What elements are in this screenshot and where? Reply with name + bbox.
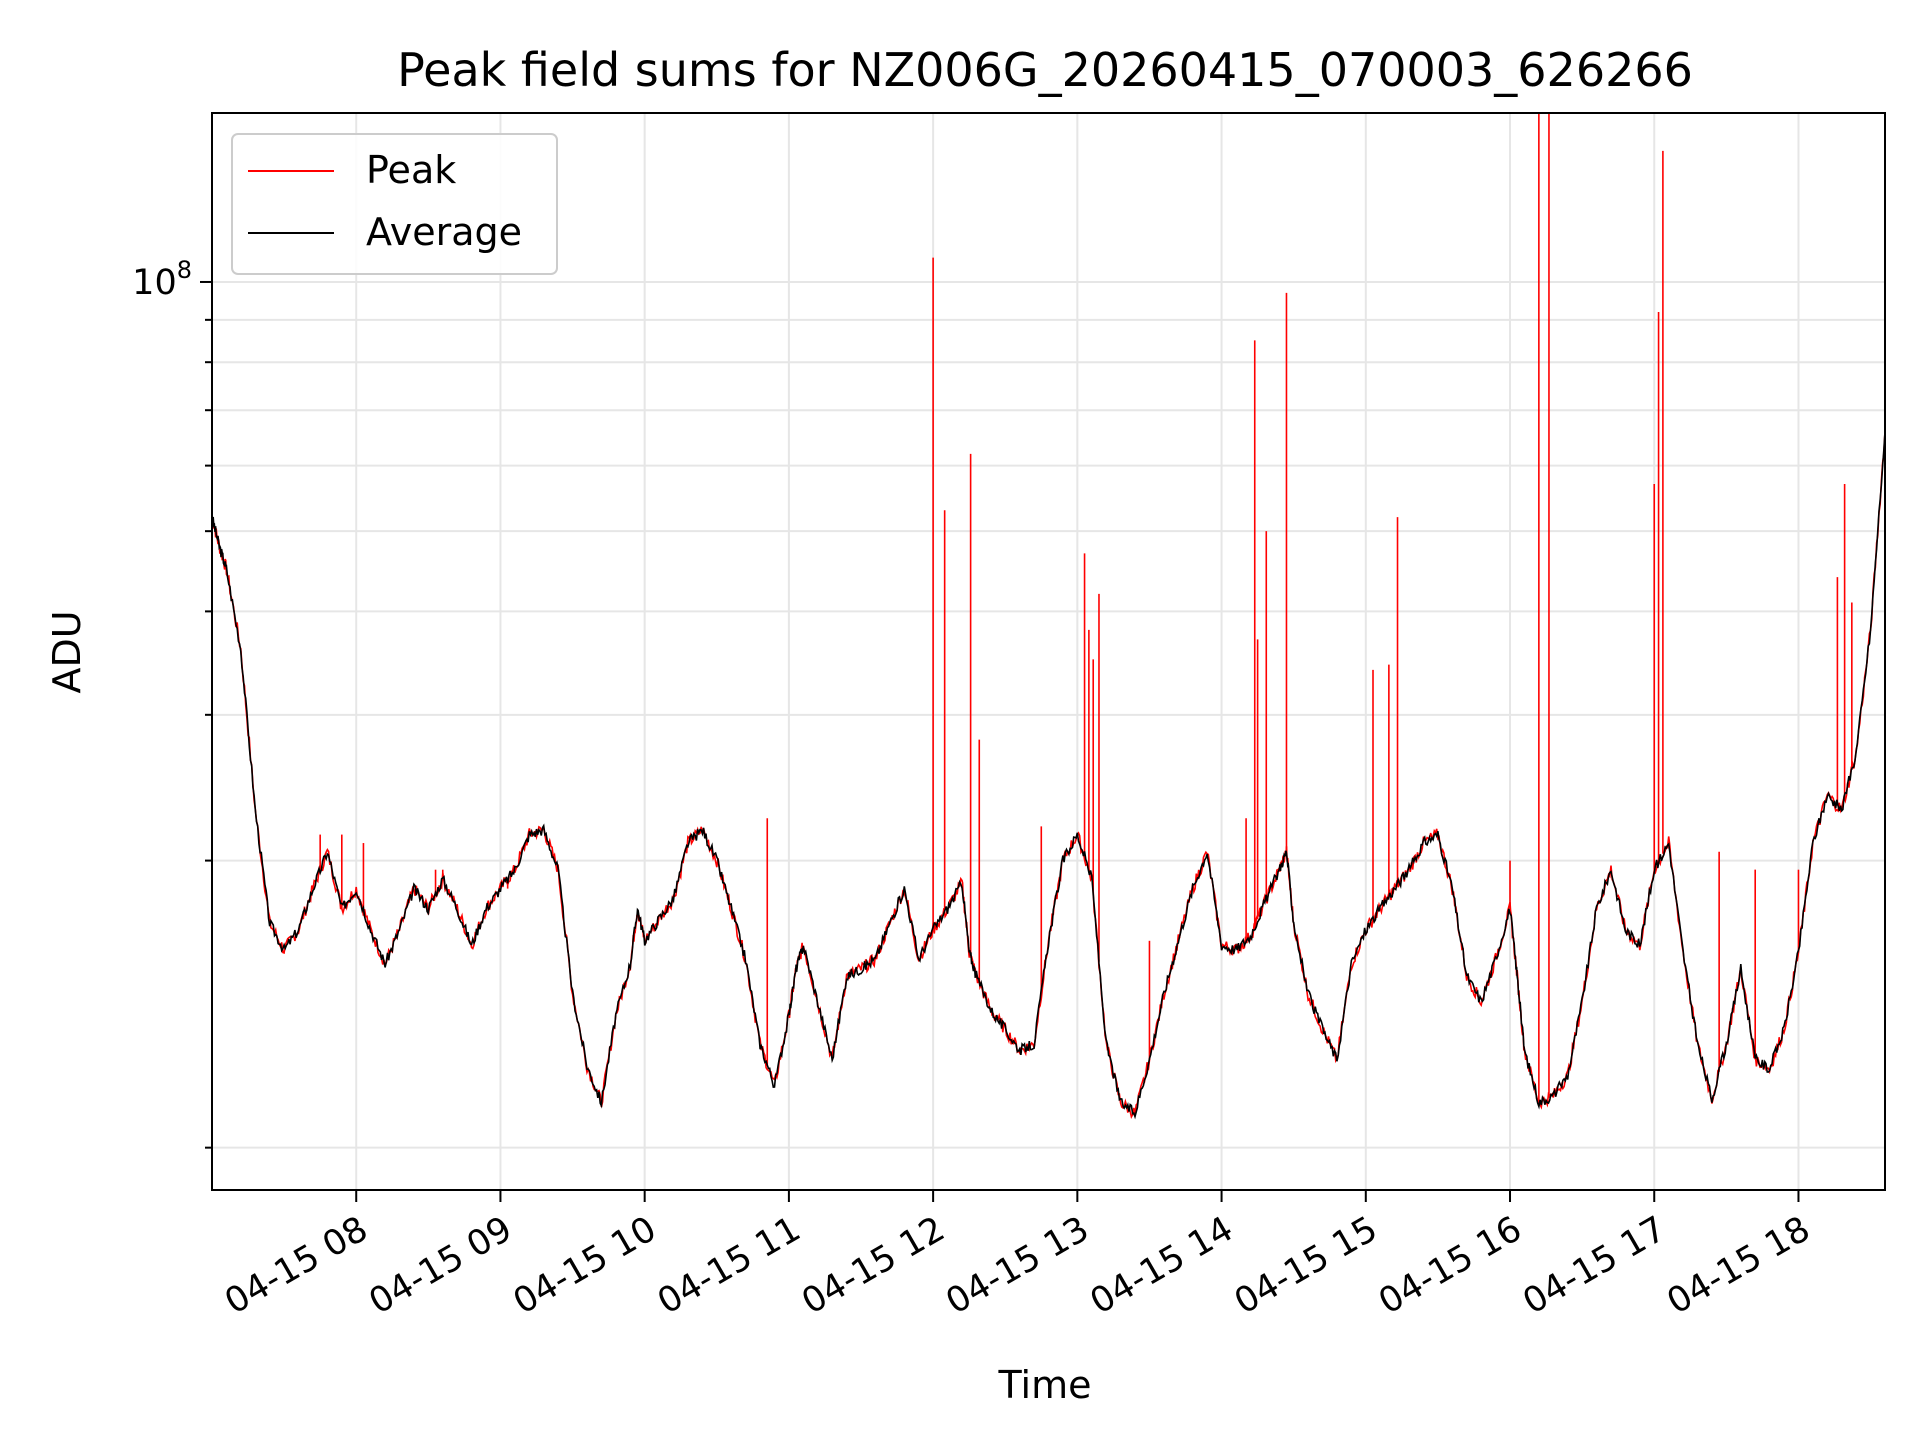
average-series-line (211, 431, 1886, 1120)
y-axis: 108 (132, 256, 212, 1149)
x-axis-label: Time (998, 1363, 1092, 1407)
plot-frame (211, 112, 1886, 1191)
y-tick-label: 108 (132, 256, 192, 303)
legend-box (231, 133, 558, 275)
legend: Peak Average (231, 133, 558, 275)
plot-lines (211, 113, 1886, 1120)
chart-title: Peak field sums for NZ006G_20260415_0700… (397, 43, 1693, 97)
y-axis-label: ADU (45, 610, 89, 693)
legend-label-average: Average (366, 210, 522, 254)
legend-label-peak: Peak (366, 148, 456, 192)
